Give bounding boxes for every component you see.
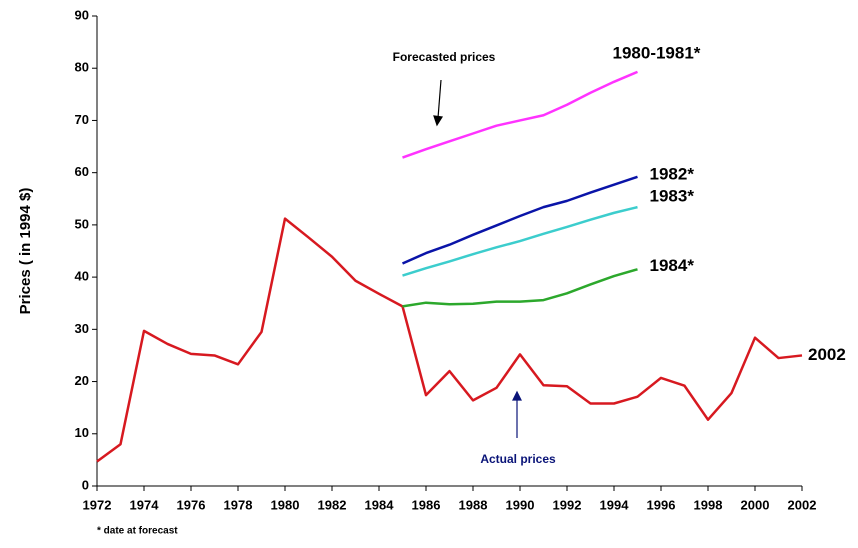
- y-tick-label: 90: [75, 7, 89, 22]
- x-tick-label: 2000: [741, 497, 770, 512]
- x-tick-label: 1984: [365, 497, 395, 512]
- line: [96, 217, 803, 463]
- x-tick-label: 1992: [553, 497, 582, 512]
- x-tick-label: 1976: [177, 497, 206, 512]
- y-tick-label: 10: [75, 425, 89, 440]
- x-tick-label: 1980: [271, 497, 300, 512]
- x-tick-label: 1990: [506, 497, 535, 512]
- x-tick-label: 2002: [788, 497, 817, 512]
- x-tick-label: 1988: [459, 497, 488, 512]
- y-axis-label: Prices ( in 1994 $): [17, 188, 34, 315]
- arrowhead: [512, 390, 522, 401]
- y-tick-label: 40: [75, 269, 89, 284]
- y-tick-label: 20: [75, 373, 89, 388]
- x-tick-label: 1986: [412, 497, 441, 512]
- annotation: Forecasted prices: [393, 50, 496, 64]
- arrow: [437, 79, 442, 119]
- footnote: * date at forecast: [97, 526, 178, 537]
- y-tick-label: 70: [75, 112, 89, 127]
- series-label: 1984*: [650, 256, 695, 275]
- line: [401, 175, 638, 265]
- x-tick-label: 1978: [224, 497, 253, 512]
- y-tick-label: 0: [82, 477, 89, 492]
- series-label: 1982*: [650, 164, 695, 183]
- y-tick-label: 60: [75, 164, 89, 179]
- line: [402, 205, 638, 277]
- arrows: [433, 79, 522, 438]
- x-tick-label: 1972: [83, 497, 112, 512]
- annotation: Actual prices: [480, 452, 556, 466]
- arrowhead: [433, 115, 444, 127]
- series-label: 1983*: [650, 187, 695, 206]
- line: [402, 268, 638, 308]
- x-tick-label: 1974: [130, 497, 160, 512]
- x-tick-label: 1996: [647, 497, 676, 512]
- y-tick-label: 50: [75, 216, 89, 231]
- y-tick-label: 80: [75, 60, 89, 75]
- x-tick-label: 1998: [694, 497, 723, 512]
- x-tick-label: 1982: [318, 497, 347, 512]
- x-tick-label: 1994: [600, 497, 630, 512]
- series-label: 1980-1981*: [613, 43, 701, 62]
- line: [402, 70, 638, 159]
- y-tick-label: 30: [75, 321, 89, 336]
- series-label: 2002: [808, 345, 846, 364]
